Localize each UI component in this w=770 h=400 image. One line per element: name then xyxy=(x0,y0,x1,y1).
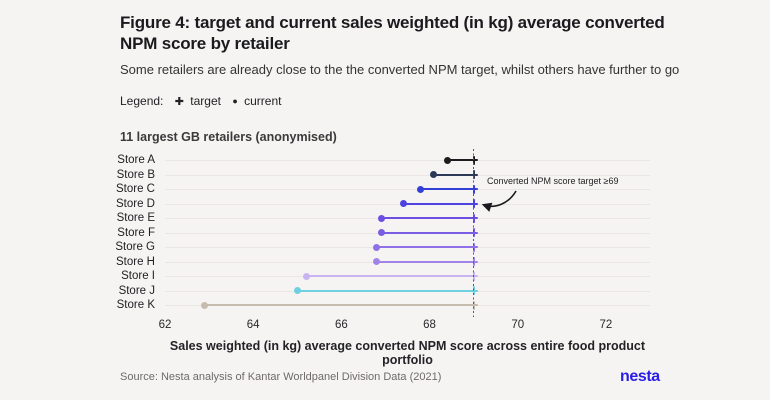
row-label-store-e: Store E xyxy=(116,212,155,224)
figure-title: Figure 4: target and current sales weigh… xyxy=(120,13,665,54)
current-dot-store-g xyxy=(373,243,381,251)
row-label-store-i: Store I xyxy=(121,270,155,282)
current-dot-store-k xyxy=(201,301,209,309)
connector-store-f xyxy=(381,231,474,234)
connector-store-k xyxy=(204,304,474,306)
row-label-store-f: Store F xyxy=(117,226,155,239)
connector-store-b xyxy=(433,173,474,176)
figure-subtitle: Some retailers are already close to the … xyxy=(120,62,680,77)
x-axis-label: Sales weighted (in kg) average converted… xyxy=(169,339,646,367)
connector-store-d xyxy=(403,202,474,205)
dumbbell-plot: Store A Store B Store C Store D Store E Store… xyxy=(115,149,650,331)
target-plus-icon: ✚ xyxy=(174,96,184,108)
row-label-store-b: Store B xyxy=(116,168,155,181)
gridline-store-a xyxy=(165,160,650,161)
legend-prefix: Legend: xyxy=(120,94,164,108)
current-dot-store-h xyxy=(373,258,381,265)
connector-store-h xyxy=(376,260,474,263)
current-dot-store-e xyxy=(377,214,385,222)
gridline-store-c xyxy=(165,189,650,190)
nesta-logo: nesta xyxy=(620,368,660,385)
x-tick-68: 68 xyxy=(423,319,436,331)
row-label-store-d: Store D xyxy=(116,197,155,210)
legend-current-label: current xyxy=(244,94,282,108)
source-note: Source: Nesta analysis of Kantar Worldpa… xyxy=(120,371,442,383)
row-label-store-k: Store K xyxy=(116,299,155,311)
chart-legend: Legend: ✚ target ● current xyxy=(120,94,281,108)
current-dot-icon: ● xyxy=(232,96,238,106)
legend-target-label: target xyxy=(190,94,221,108)
row-label-store-j: Store J xyxy=(118,284,155,297)
connector-store-j xyxy=(297,289,474,292)
row-label-store-c: Store C xyxy=(116,183,155,195)
x-tick-64: 64 xyxy=(246,319,260,331)
x-tick-72: 72 xyxy=(599,319,613,331)
connector-store-a xyxy=(447,159,474,161)
connector-store-i xyxy=(306,275,474,277)
connector-store-c xyxy=(420,188,474,190)
panel-title: 11 largest GB retailers (anonymised) xyxy=(120,130,337,144)
connector-store-e xyxy=(381,217,474,219)
current-dot-store-b xyxy=(430,171,438,178)
x-tick-62: 62 xyxy=(158,319,172,331)
x-tick-70: 70 xyxy=(511,319,525,331)
x-tick-66: 66 xyxy=(334,319,348,331)
row-label-store-a: Store A xyxy=(117,154,155,166)
gridline-store-b xyxy=(165,174,650,176)
row-label-store-h: Store H xyxy=(116,255,155,268)
current-dot-store-f xyxy=(377,229,385,236)
current-dot-store-d xyxy=(399,200,407,207)
current-dot-store-c xyxy=(417,185,425,193)
current-dot-store-i xyxy=(302,272,310,280)
target-threshold-line xyxy=(473,149,475,317)
connector-store-g xyxy=(376,246,474,248)
target-annotation: Converted NPM score target ≥69 xyxy=(487,176,619,186)
current-dot-store-j xyxy=(293,287,301,294)
current-dot-store-a xyxy=(443,156,451,164)
row-label-store-g: Store G xyxy=(115,241,155,253)
